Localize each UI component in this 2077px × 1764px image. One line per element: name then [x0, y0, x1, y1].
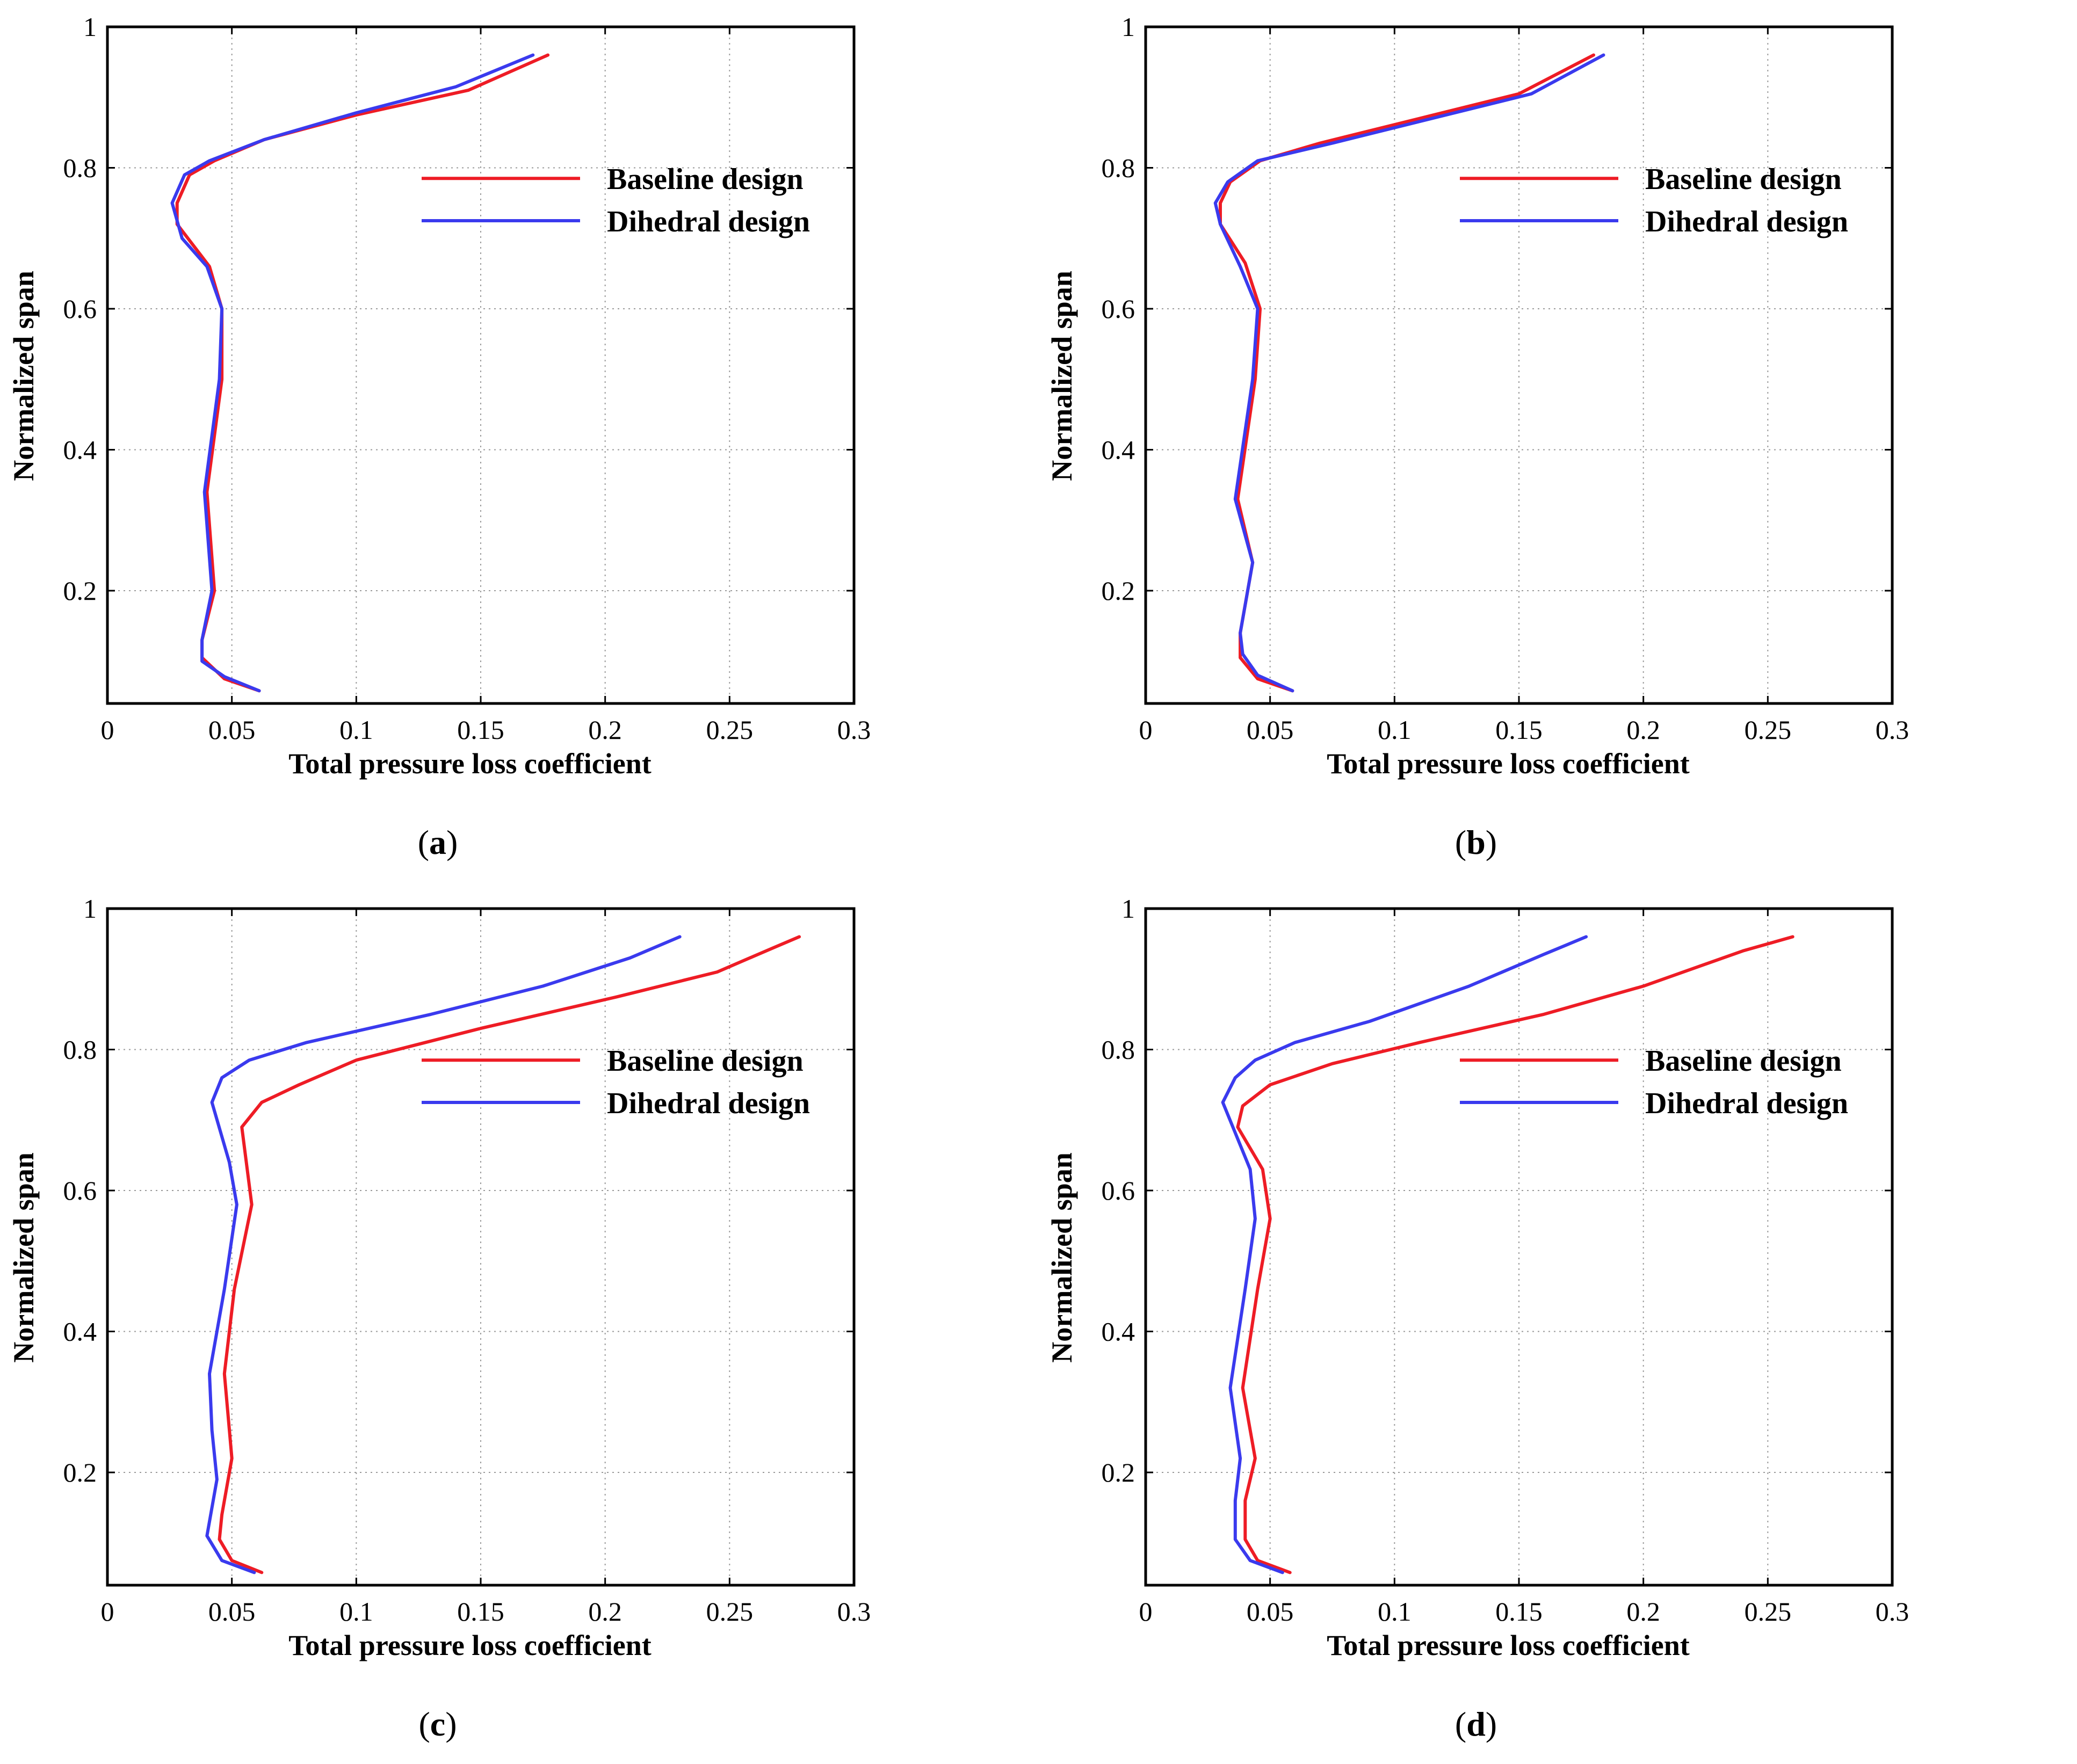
x-tick-label: 0.1 [339, 715, 373, 745]
y-tick-label: 0.4 [1102, 1317, 1135, 1347]
x-tick-label: 0 [1139, 715, 1153, 745]
series-line-dihedral [1221, 935, 1588, 1574]
x-tick-label: 0.05 [208, 1596, 256, 1627]
y-tick-label: 0.2 [1102, 1457, 1135, 1487]
legend: Baseline design Dihedral design [1460, 163, 1848, 238]
legend-label-baseline: Baseline design [1645, 1044, 1842, 1078]
x-tick-label: 0.25 [1745, 715, 1792, 745]
x-tick-label: 0.3 [837, 1596, 871, 1627]
y-tick-label: 0.6 [63, 294, 97, 324]
series-line-baseline [1236, 935, 1794, 1574]
y-tick-label: 0.6 [63, 1175, 97, 1206]
x-tick-label: 0.15 [457, 1596, 504, 1627]
legend: Baseline design Dihedral design [422, 1044, 810, 1120]
legend-label-baseline: Baseline design [607, 1044, 804, 1078]
x-tick-label: 0.25 [706, 1596, 754, 1627]
y-tick-label: 0.8 [1102, 1035, 1135, 1065]
panel-caption: (a) [418, 823, 458, 861]
panel-c: 0 0.05 0.1 0.15 0.2 0.25 0.3 0.2 0.4 0.6 0.8 1 Tota… [0, 882, 1038, 1763]
chart-a: 0 0.05 0.1 0.15 0.2 0.25 0.3 0.2 0.4 0.6 0.8 1 Tota… [8, 12, 871, 861]
y-tick-label: 0.2 [63, 576, 97, 606]
chart-b: 0 0.05 0.1 0.15 0.2 0.25 0.3 0.2 0.4 0.6 0.8 1 Tota… [1046, 12, 1909, 861]
panel-caption: (d) [1455, 1705, 1497, 1743]
series-line-baseline [1219, 53, 1595, 693]
x-tick-label: 0.3 [837, 715, 871, 745]
x-axis-label: Total pressure loss coefficient [1327, 1629, 1689, 1661]
legend-label-dihedral: Dihedral design [1645, 205, 1848, 238]
legend-label-baseline: Baseline design [607, 163, 804, 196]
x-axis-label: Total pressure loss coefficient [288, 1629, 651, 1661]
x-tick-label: 0.15 [457, 715, 504, 745]
x-tick-label: 0.25 [1745, 1596, 1792, 1627]
y-tick-label: 1 [83, 12, 97, 42]
plot-frame [1144, 907, 1894, 1587]
y-tick-label: 0.2 [1102, 576, 1135, 606]
x-tick-label: 0.1 [1378, 715, 1412, 745]
legend: Baseline design Dihedral design [1460, 1044, 1848, 1120]
plot-frame [106, 907, 856, 1587]
x-tick-label: 0 [1139, 1596, 1153, 1627]
x-tick-label: 0.25 [706, 715, 754, 745]
x-tick-label: 0.2 [1626, 715, 1660, 745]
x-tick-label: 0.05 [208, 715, 256, 745]
x-tick-label: 0 [101, 1596, 114, 1627]
x-tick-label: 0.1 [339, 1596, 373, 1627]
x-tick-label: 0 [101, 715, 114, 745]
series-line-dihedral [170, 53, 535, 693]
x-tick-label: 0.05 [1247, 1596, 1294, 1627]
y-tick-label: 0.4 [1102, 435, 1135, 465]
x-tick-label: 0.2 [1626, 1596, 1660, 1627]
legend-label-dihedral: Dihedral design [607, 1087, 810, 1120]
x-tick-label: 0.1 [1378, 1596, 1412, 1627]
panel-d: 0 0.05 0.1 0.15 0.2 0.25 0.3 0.2 0.4 0.6 0.8 1 Tota… [1038, 882, 2076, 1763]
y-axis-label: Normalized span [8, 271, 40, 481]
plot-frame [106, 25, 856, 705]
y-tick-label: 0.2 [63, 1457, 97, 1487]
x-axis-label: Total pressure loss coefficient [1327, 747, 1689, 780]
panel-b: 0 0.05 0.1 0.15 0.2 0.25 0.3 0.2 0.4 0.6 0.8 1 Tota… [1038, 0, 2076, 882]
y-tick-label: 0.4 [63, 1317, 97, 1347]
series-line-dihedral [1213, 53, 1605, 693]
y-tick-label: 0.8 [63, 153, 97, 183]
y-tick-label: 1 [1121, 12, 1135, 42]
panel-caption: (b) [1455, 823, 1497, 861]
x-axis-label: Total pressure loss coefficient [288, 747, 651, 780]
panel-caption: (c) [418, 1705, 457, 1743]
x-tick-label: 0.15 [1495, 715, 1543, 745]
y-tick-label: 0.6 [1102, 1175, 1135, 1206]
plot-frame [1144, 25, 1894, 705]
x-tick-label: 0.15 [1495, 1596, 1543, 1627]
x-tick-label: 0.3 [1876, 1596, 1909, 1627]
chart-c: 0 0.05 0.1 0.15 0.2 0.25 0.3 0.2 0.4 0.6 0.8 1 Tota… [8, 894, 871, 1743]
chart-d: 0 0.05 0.1 0.15 0.2 0.25 0.3 0.2 0.4 0.6 0.8 1 Tota… [1046, 894, 1909, 1743]
legend-label-dihedral: Dihedral design [607, 205, 810, 238]
series-line-baseline [218, 935, 801, 1574]
y-tick-label: 1 [1121, 894, 1135, 924]
y-axis-label: Normalized span [1046, 271, 1078, 481]
panel-a: 0 0.05 0.1 0.15 0.2 0.25 0.3 0.2 0.4 0.6 0.8 1 Tota… [0, 0, 1038, 882]
y-axis-label: Normalized span [1046, 1152, 1078, 1363]
y-tick-label: 1 [83, 894, 97, 924]
legend-label-baseline: Baseline design [1645, 163, 1842, 196]
y-tick-label: 0.8 [63, 1035, 97, 1065]
x-tick-label: 0.3 [1876, 715, 1909, 745]
x-tick-label: 0.05 [1247, 715, 1294, 745]
y-tick-label: 0.6 [1102, 294, 1135, 324]
series-line-dihedral [205, 935, 682, 1574]
x-tick-label: 0.2 [588, 715, 622, 745]
legend: Baseline design Dihedral design [422, 163, 810, 238]
y-tick-label: 0.4 [63, 435, 97, 465]
y-axis-label: Normalized span [8, 1152, 40, 1363]
x-tick-label: 0.2 [588, 1596, 622, 1627]
legend-label-dihedral: Dihedral design [1645, 1087, 1848, 1120]
y-tick-label: 0.8 [1102, 153, 1135, 183]
